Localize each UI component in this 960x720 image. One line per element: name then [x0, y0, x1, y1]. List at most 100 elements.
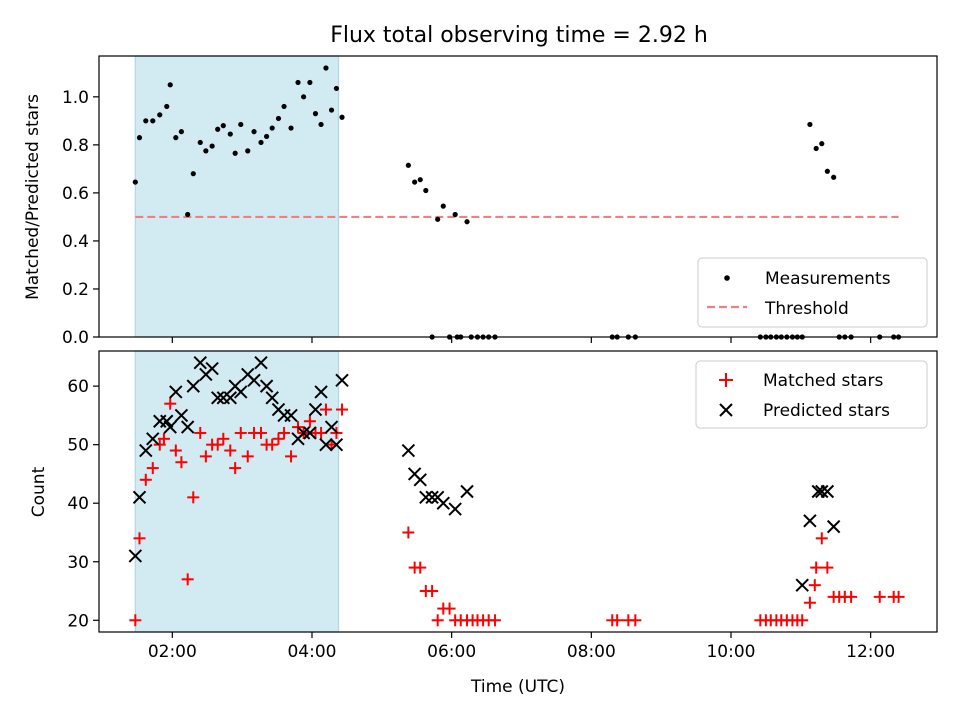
y-tick-label: 50	[67, 436, 89, 456]
measurement-point	[312, 111, 319, 117]
matched-star-point	[845, 590, 858, 603]
matched-star-points	[129, 397, 905, 627]
measurement-point	[452, 211, 458, 218]
measurement-point	[143, 118, 149, 124]
predicted-star-point	[265, 391, 279, 405]
matched-star-point	[266, 438, 279, 451]
predicted-star-point	[205, 361, 219, 376]
predicted-star-point	[401, 443, 416, 458]
predicted-star-point	[436, 496, 450, 510]
measurement-point	[333, 85, 340, 92]
predicted-star-point	[319, 437, 333, 452]
x-tick-label: 04:00	[287, 642, 336, 662]
chart-title: Flux total observing time = 2.92 h	[330, 23, 708, 48]
matched-star-point	[164, 397, 177, 410]
top-axes-frame	[98, 55, 938, 338]
predicted-star-point	[284, 408, 298, 423]
matched-star-point	[336, 403, 349, 416]
predicted-star-point	[815, 484, 829, 499]
bottom-y-axis-label: Count	[29, 466, 49, 517]
matched-star-point	[199, 450, 212, 463]
predicted-star-point	[247, 373, 261, 387]
matched-star-point	[146, 462, 159, 475]
legend-label-measurements: Measurements	[765, 269, 891, 289]
measurement-point	[238, 121, 244, 128]
predicted-star-point	[826, 519, 841, 534]
predicted-star-point	[329, 437, 344, 452]
measurement-point	[307, 79, 313, 86]
matched-star-point	[315, 426, 328, 439]
measurement-point	[197, 139, 203, 146]
y-tick-label: 0.2	[62, 280, 89, 300]
predicted-star-point	[193, 356, 207, 370]
bottom-y-axis-ticks: 20 30 40 50 60	[67, 377, 99, 631]
measurement-point	[220, 123, 226, 129]
measurement-point	[264, 133, 270, 140]
x-tick-label: 12:00	[846, 642, 895, 662]
matched-star-point	[255, 426, 268, 439]
measurement-point	[807, 121, 813, 128]
matched-star-point	[796, 614, 809, 627]
top-legend: Measurements Threshold	[697, 257, 928, 328]
predicted-star-point	[335, 373, 349, 387]
highlight-span-rect	[134, 350, 340, 633]
predicted-star-point	[303, 426, 317, 440]
predicted-star-point	[795, 578, 809, 592]
matched-star-point	[217, 432, 230, 445]
predicted-star-point	[174, 408, 189, 423]
measurement-point	[245, 148, 251, 154]
measurement-point	[440, 203, 446, 209]
predicted-star-point	[803, 514, 817, 528]
measurement-point	[831, 174, 837, 180]
predicted-star-point	[234, 385, 248, 399]
bottom-legend-box	[695, 360, 928, 429]
matched-star-point	[426, 585, 439, 598]
matched-star-point	[241, 450, 254, 463]
matched-star-point	[319, 403, 332, 416]
predicted-star-point	[314, 385, 328, 399]
bottom-highlight-span	[134, 350, 340, 633]
predicted-star-point	[180, 420, 195, 434]
predicted-star-point	[820, 484, 835, 499]
predicted-star-point	[211, 391, 225, 405]
top-y-axis-label: Matched/Predicted stars	[23, 94, 43, 300]
highlight-span-rect	[134, 55, 340, 338]
matched-star-point	[157, 432, 170, 445]
matched-star-point	[443, 602, 456, 615]
x-axis-label: Time (UTC)	[470, 677, 565, 697]
predicted-star-point	[128, 549, 143, 563]
matched-star-point	[488, 614, 501, 627]
y-tick-label: 20	[67, 611, 89, 631]
y-tick-label: 0.0	[62, 328, 89, 348]
measurement-point	[339, 114, 345, 120]
predicted-star-points	[128, 356, 841, 592]
measurement-point	[417, 177, 423, 183]
legend-marker-predicted-stars	[719, 403, 733, 417]
predicted-star-point	[308, 402, 323, 417]
measurement-point	[136, 135, 143, 141]
measurement-point	[405, 162, 411, 168]
matched-star-point	[303, 415, 316, 428]
matched-star-point	[810, 561, 823, 574]
measurement-point	[209, 143, 215, 149]
y-tick-label: 0.6	[62, 184, 89, 204]
measurement-point	[412, 179, 418, 185]
legend-marker-measurements	[724, 275, 730, 281]
matched-star-point	[169, 444, 182, 457]
predicted-star-point	[163, 420, 177, 434]
matched-star-point	[175, 456, 188, 469]
measurement-point	[232, 150, 238, 156]
measurement-points	[132, 65, 902, 340]
predicted-star-point	[146, 432, 160, 446]
x-tick-label: 02:00	[148, 642, 197, 662]
y-tick-label: 40	[67, 494, 89, 514]
top-x-axis-ticks	[171, 337, 872, 343]
bottom-axes-frame	[98, 350, 938, 633]
predicted-star-point	[324, 420, 339, 434]
matched-star-point	[815, 532, 828, 545]
matched-star-point	[187, 491, 200, 504]
measurement-point	[167, 82, 173, 88]
top-legend-box	[697, 257, 928, 328]
measurement-point	[190, 171, 196, 177]
predicted-star-point	[425, 490, 439, 505]
